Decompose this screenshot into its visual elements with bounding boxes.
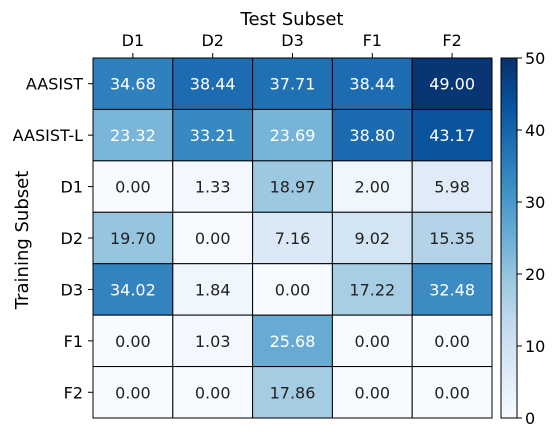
y-axis: AASIST AASIST-L D1 D2 D3 F1 F2 bbox=[13, 75, 93, 402]
colorbar-gradient bbox=[500, 57, 518, 419]
heatmap-cell bbox=[172, 314, 254, 368]
cell-value-label: 17.22 bbox=[349, 280, 395, 299]
heatmap-cell bbox=[331, 160, 413, 213]
cell-value-label: 49.00 bbox=[429, 75, 475, 94]
x-tick-label: D2 bbox=[201, 31, 224, 50]
cell-value-label: 38.44 bbox=[349, 75, 395, 94]
x-tick-label: F1 bbox=[363, 31, 382, 50]
cell-value-label: 19.70 bbox=[110, 229, 156, 248]
cell-value-label: 1.84 bbox=[195, 280, 231, 299]
cell-value-label: 18.97 bbox=[270, 178, 316, 197]
cell-value-label: 0.00 bbox=[434, 332, 470, 351]
cell-value-label: 34.68 bbox=[110, 75, 156, 94]
heatmap-cells bbox=[92, 57, 493, 419]
cell-value-label: 15.35 bbox=[429, 229, 475, 248]
cell-value-label: 17.86 bbox=[270, 383, 316, 402]
cell-value-label: 37.71 bbox=[270, 75, 316, 94]
y-axis-title: Training Subset bbox=[12, 171, 33, 311]
y-tick-label: D2 bbox=[61, 229, 84, 248]
heatmap-cell bbox=[331, 57, 413, 110]
cell-value-label: 32.48 bbox=[429, 280, 475, 299]
heatmap-cell bbox=[252, 108, 333, 162]
x-axis: D1 D2 D3 F1 F2 bbox=[122, 31, 462, 58]
cell-value-label: 25.68 bbox=[270, 332, 316, 351]
cell-value-label: 38.44 bbox=[190, 75, 236, 94]
heatmap-cell bbox=[92, 57, 174, 110]
heatmap-cell bbox=[92, 263, 174, 316]
colorbar-tick-label: 10 bbox=[525, 337, 545, 356]
cell-value-label: 23.32 bbox=[110, 126, 156, 145]
cell-value-label: 23.69 bbox=[270, 126, 316, 145]
heatmap-cell bbox=[172, 57, 254, 110]
cell-value-label: 2.00 bbox=[354, 178, 390, 197]
heatmap-cell bbox=[172, 211, 254, 265]
y-tick-label: AASIST-L bbox=[13, 126, 83, 145]
colorbar-tick-label: 20 bbox=[525, 265, 545, 284]
x-tick-label: F2 bbox=[442, 31, 461, 50]
heatmap-cell bbox=[331, 211, 413, 265]
y-tick-label: F2 bbox=[64, 383, 83, 402]
cell-value-label: 34.02 bbox=[110, 280, 156, 299]
heatmap-cell bbox=[252, 314, 333, 368]
y-tick-label: D3 bbox=[61, 280, 84, 299]
cell-value-label: 0.00 bbox=[115, 178, 151, 197]
colorbar: 0 10 20 30 40 50 bbox=[500, 49, 545, 428]
cell-value-label: 0.00 bbox=[275, 280, 311, 299]
cell-value-label: 0.00 bbox=[195, 383, 231, 402]
y-tick-label: AASIST bbox=[26, 75, 83, 94]
heatmap-cell bbox=[252, 263, 333, 316]
heatmap-cell bbox=[331, 314, 413, 368]
colorbar-tick-label: 0 bbox=[525, 409, 535, 428]
cell-value-label: 0.00 bbox=[195, 229, 231, 248]
heatmap-cell bbox=[411, 211, 493, 265]
cell-value-label: 0.00 bbox=[115, 332, 151, 351]
x-tick-label: D3 bbox=[281, 31, 304, 50]
heatmap-cell bbox=[92, 366, 174, 419]
cell-value-label: 38.80 bbox=[349, 126, 395, 145]
y-tick-label: F1 bbox=[64, 332, 83, 351]
cell-value-label: 9.02 bbox=[354, 229, 390, 248]
cell-value-label: 0.00 bbox=[354, 332, 390, 351]
colorbar-tick-label: 50 bbox=[525, 49, 545, 68]
cell-value-label: 0.00 bbox=[354, 383, 390, 402]
cell-value-label: 1.03 bbox=[195, 332, 231, 351]
heatmap-cell bbox=[172, 263, 254, 316]
heatmap-cell bbox=[411, 108, 493, 162]
heatmap-cell-labels: 34.68 38.44 37.71 38.44 49.00 23.32 33.21 23.69… bbox=[110, 75, 475, 403]
heatmap-cell bbox=[172, 160, 254, 213]
y-tick-label: D1 bbox=[61, 178, 84, 197]
cell-value-label: 0.00 bbox=[434, 383, 470, 402]
x-tick-label: D1 bbox=[122, 31, 145, 50]
colorbar-tick-label: 40 bbox=[525, 121, 545, 140]
heatmap-cell bbox=[411, 263, 493, 316]
cell-value-label: 1.33 bbox=[195, 178, 231, 197]
cell-value-label: 0.00 bbox=[115, 383, 151, 402]
cell-value-label: 33.21 bbox=[190, 126, 236, 145]
heatmap-cell bbox=[252, 211, 333, 265]
cell-value-label: 5.98 bbox=[434, 178, 470, 197]
cell-value-label: 7.16 bbox=[275, 229, 311, 248]
x-axis-title: Test Subset bbox=[240, 9, 344, 30]
colorbar-tick-label: 30 bbox=[525, 193, 545, 212]
cell-value-label: 43.17 bbox=[429, 126, 475, 145]
